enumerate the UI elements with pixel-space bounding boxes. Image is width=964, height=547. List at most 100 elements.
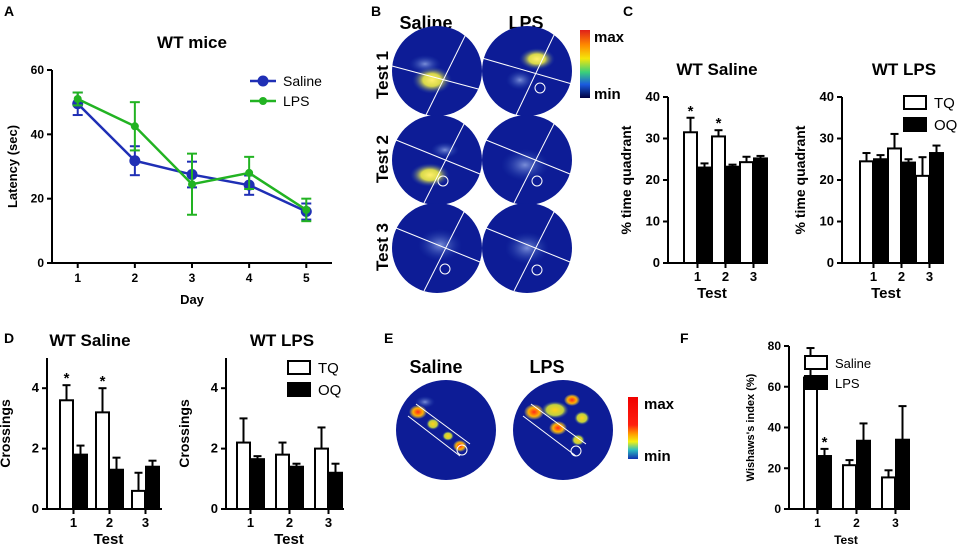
- data-point: [188, 180, 196, 189]
- x-tick-label: 1: [694, 269, 701, 284]
- y-axis-label: Crossings: [176, 399, 192, 468]
- y-tick-label: 0: [211, 501, 218, 516]
- heatmap-row-label-test-2: Test 2: [373, 135, 392, 183]
- bar-oq-test-2: [901, 161, 916, 265]
- data-point: [302, 205, 311, 214]
- bar-oq-test-3: [753, 157, 768, 264]
- bar-oq-test-1: [697, 166, 712, 264]
- legend-swatch: [804, 355, 828, 370]
- bar-tq-test-2: [95, 411, 110, 510]
- data-point: [73, 94, 82, 103]
- heatmap-b-scale-max: max: [594, 29, 625, 46]
- significance-mark: *: [822, 434, 828, 451]
- x-tick-label: 2: [286, 515, 293, 530]
- y-tick-label: 40: [646, 89, 660, 104]
- bar-oq-test-1: [873, 158, 888, 264]
- heatmap-grid-e: Saline LPS max min: [396, 357, 675, 480]
- bar-tq-test-2: [887, 147, 902, 265]
- y-tick-label: 4: [211, 380, 219, 395]
- bar-oq-test-3: [328, 471, 343, 511]
- x-tick-label: 2: [132, 271, 139, 285]
- panel-label-d: D: [4, 330, 14, 346]
- legend-swatch: [903, 117, 927, 132]
- data-point: [129, 155, 141, 167]
- bar-tq-test-1: [859, 160, 874, 264]
- panel-label-c: C: [623, 3, 633, 19]
- y-axis-label: Latency (sec): [5, 125, 20, 208]
- legend-label: Saline: [835, 356, 871, 371]
- heatmap-e-saline: [396, 380, 496, 480]
- x-tick-label: 3: [926, 269, 933, 284]
- x-tick-label: 1: [74, 271, 81, 285]
- bar-tq-test-2: [275, 453, 290, 511]
- y-tick-label: 10: [820, 214, 834, 229]
- panel-label-a: A: [4, 3, 14, 19]
- y-tick-label: 0: [32, 501, 39, 516]
- y-tick-label: 20: [768, 461, 782, 475]
- bar-tq-test-3: [131, 489, 146, 511]
- x-axis-label: Test: [697, 285, 727, 302]
- heatmap-saline-test-1: [391, 26, 483, 116]
- x-tick-label: 1: [247, 515, 254, 530]
- legend-marker: [259, 97, 267, 105]
- x-tick-label: 2: [898, 269, 905, 284]
- y-tick-label: 40: [768, 421, 782, 435]
- x-axis-label: Day: [180, 292, 205, 307]
- x-tick-label: 2: [722, 269, 729, 284]
- legend-label: LPS: [835, 376, 860, 391]
- chart-title: WT LPS: [250, 331, 314, 350]
- x-tick-label: 3: [142, 515, 149, 530]
- bar-lps-test-3: [895, 438, 910, 511]
- heatmap-b-color-scale: [580, 30, 590, 98]
- bar-tq-test-1: [59, 399, 74, 510]
- y-tick-label: 30: [646, 131, 660, 146]
- x-tick-label: 3: [325, 515, 332, 530]
- heatmap-e-color-scale: [628, 397, 638, 459]
- legend-label: OQ: [318, 382, 341, 399]
- significance-mark: *: [716, 115, 722, 132]
- heatmap-e-scale-min: min: [644, 448, 671, 465]
- significance-mark: *: [688, 103, 694, 120]
- significance-mark: *: [100, 373, 106, 390]
- legend-label: OQ: [934, 117, 957, 134]
- bar-oq-test-3: [145, 465, 160, 510]
- panel-label-e: E: [384, 330, 393, 346]
- y-axis-label: % time quadrant: [618, 125, 634, 234]
- legend-label: LPS: [283, 93, 309, 109]
- legend-swatch: [903, 95, 927, 110]
- heatmap-grid-b: Saline LPS Test 1 Test 2 Test 3: [373, 13, 625, 293]
- y-axis-label: Wishaws's index (%): [745, 373, 757, 481]
- panel-label-f: F: [680, 330, 689, 346]
- x-tick-label: 3: [892, 516, 899, 530]
- heatmap-row-label-test-3: Test 3: [373, 223, 392, 271]
- bar-saline-test-1: [803, 376, 818, 510]
- x-axis-label: Test: [834, 533, 858, 547]
- chart-title: WT Saline: [676, 60, 757, 79]
- heatmap-saline-test-3: [392, 203, 482, 293]
- legend-swatch: [287, 360, 311, 375]
- y-axis-label: % time quadrant: [792, 125, 808, 234]
- bar-tq-test-1: [683, 131, 698, 264]
- y-tick-label: 30: [820, 131, 834, 146]
- x-tick-label: 1: [870, 269, 877, 284]
- chart-title: WT mice: [157, 33, 227, 52]
- bar-lps-test-1: [817, 455, 832, 510]
- x-axis-label: Test: [871, 285, 901, 302]
- heatmap-e-lps: [513, 380, 613, 480]
- series-lps: [72, 91, 312, 223]
- data-point: [130, 122, 139, 131]
- heatmap-lps-test-2: [482, 115, 572, 205]
- significance-mark: *: [64, 370, 70, 387]
- y-tick-label: 2: [32, 441, 39, 456]
- x-axis-label: Test: [94, 531, 124, 547]
- chart-a-latency: WT mice 0 20 40 60 Latency (sec) 1 2 3 4 5 Day Salin…: [5, 33, 332, 307]
- bar-oq-test-2: [109, 468, 124, 510]
- heatmap-e-label-saline: Saline: [409, 357, 462, 377]
- chart-c-wt-lps: WT LPS 0 10 20 30 40 % time quadrant 1 2 3 Test TQ O…: [792, 60, 958, 302]
- x-tick-label: 4: [246, 271, 253, 285]
- y-tick-label: 40: [31, 127, 45, 141]
- y-tick-label: 20: [31, 192, 45, 206]
- bar-tq-test-2: [711, 135, 726, 264]
- data-point: [245, 168, 254, 177]
- legend-marker: [257, 75, 269, 87]
